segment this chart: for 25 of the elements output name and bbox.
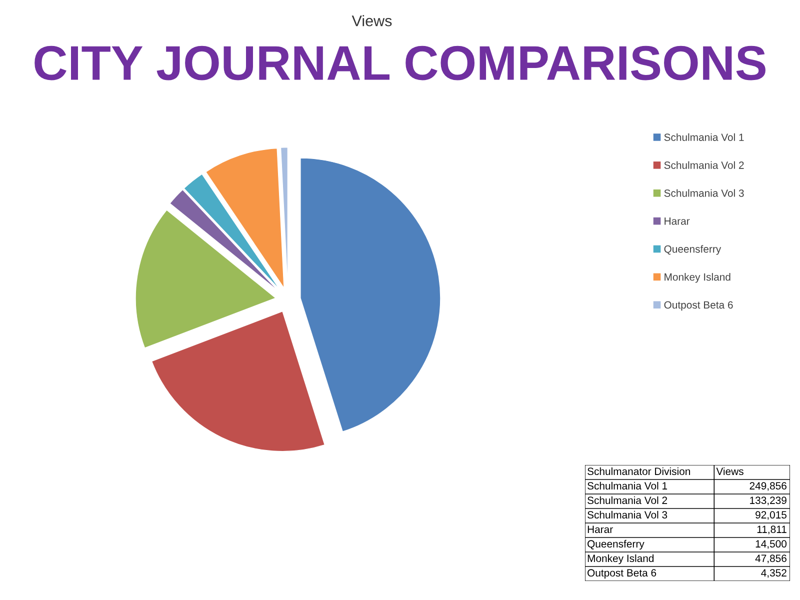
category-label: Schulmania Vol 2 bbox=[588, 496, 668, 504]
text: Schulmanator Division bbox=[588, 467, 690, 476]
chart-title: Views bbox=[352, 15, 392, 26]
data-label: 47,856 bbox=[755, 554, 786, 564]
category-label: Queensferry bbox=[588, 540, 644, 550]
data-label: 14,500 bbox=[756, 540, 787, 549]
category-label: Monkey Island bbox=[588, 554, 654, 564]
category-label: Harar bbox=[588, 526, 613, 534]
legend-label: Schulmania Vol 2 bbox=[664, 161, 744, 169]
category-label: Schulmania Vol 1 bbox=[588, 482, 668, 490]
data-label: 92,015 bbox=[756, 511, 786, 520]
text: Views bbox=[716, 467, 744, 476]
data-label: 4,352 bbox=[761, 569, 786, 578]
data-label: 11,811 bbox=[757, 526, 786, 534]
legend-label: Queensferry bbox=[664, 245, 722, 255]
legend-label: Monkey Island bbox=[664, 273, 730, 283]
legend-label: Harar bbox=[664, 218, 690, 225]
data-label: 133,239 bbox=[750, 496, 786, 506]
category-label: Outpost Beta 6 bbox=[588, 569, 656, 579]
legend-label: Schulmania Vol 3 bbox=[664, 189, 744, 197]
chart-subtitle: CITY JOURNAL COMPARISONS bbox=[34, 46, 766, 80]
data-label: 249,856 bbox=[750, 482, 786, 491]
legend-label: Outpost Beta 6 bbox=[664, 301, 733, 311]
legend-label: Schulmania Vol 1 bbox=[664, 133, 744, 141]
category-label: Schulmania Vol 3 bbox=[588, 510, 668, 519]
